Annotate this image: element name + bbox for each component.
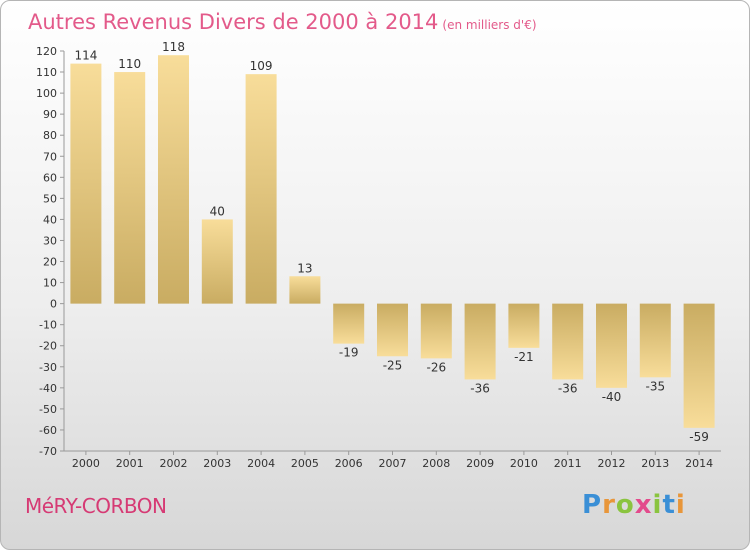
y-tick-label: 30: [43, 234, 57, 247]
y-tick-label: -10: [39, 319, 57, 332]
y-tick-label: 80: [43, 129, 57, 142]
y-tick-label: 0: [50, 298, 57, 311]
x-tick-label-2001: 2001: [116, 457, 144, 470]
bar-2004: [245, 74, 277, 304]
x-tick-label-2003: 2003: [203, 457, 231, 470]
logo-letter: r: [602, 490, 616, 520]
x-tick-label-2011: 2011: [554, 457, 582, 470]
y-tick-label: 50: [43, 192, 57, 205]
y-tick-label: 20: [43, 256, 57, 269]
data-label-2010: -21: [514, 350, 534, 364]
bar-2009: [464, 303, 496, 380]
data-label-2006: -19: [339, 346, 359, 360]
logo-letter: o: [615, 490, 635, 520]
y-tick-label: 110: [36, 66, 57, 79]
bar-2014: [683, 303, 715, 428]
bar-2010: [508, 303, 540, 348]
y-ticks: 1201101009080706050403020100-10-20-30-40…: [36, 45, 64, 458]
y-tick-label: -50: [39, 403, 57, 416]
data-label-2005: 13: [297, 261, 312, 275]
commune-name: MéRY-CORBON: [25, 494, 167, 518]
y-tick-label: -30: [39, 361, 57, 374]
bar-2012: [596, 303, 627, 388]
bar-2008: [420, 303, 452, 359]
data-label-2011: -36: [558, 381, 578, 395]
x-tick-label-2000: 2000: [72, 457, 100, 470]
bar-2011: [552, 303, 584, 380]
x-tick-label-2013: 2013: [641, 457, 669, 470]
y-tick-label: 90: [43, 108, 57, 121]
x-ticks: 2000 2001 2002 2003 2004 2005 2006 2007 2008 2009…: [72, 451, 713, 470]
bar-2000: [70, 63, 102, 304]
logo-letter: t: [662, 490, 676, 520]
x-tick-label-2008: 2008: [422, 457, 450, 470]
y-tick-label: 70: [43, 150, 57, 163]
x-tick-label-2005: 2005: [291, 457, 319, 470]
y-tick-label: 10: [43, 277, 57, 290]
y-tick-label: -60: [39, 424, 57, 437]
x-tick-label-2007: 2007: [379, 457, 407, 470]
y-tick-label: 120: [36, 45, 57, 58]
x-tick-label-2014: 2014: [685, 457, 713, 470]
bar-2003: [201, 219, 233, 304]
bar-2006: [333, 303, 365, 344]
title-unit-note: (en milliers d'€): [442, 18, 537, 32]
data-label-2000: 114: [74, 49, 97, 63]
logo-letter: i: [675, 490, 686, 520]
y-tick-label: 60: [43, 171, 57, 184]
bars: [70, 55, 715, 428]
logo-letter: x: [634, 490, 653, 520]
data-labels: 114 110 118 40 109 13 -19 -25 -26 -36 -21 -36 -40 -35…: [74, 40, 708, 444]
data-label-2013: -35: [645, 379, 665, 393]
data-label-2007: -25: [383, 358, 403, 372]
data-label-2008: -26: [426, 360, 446, 374]
y-tick-label: 100: [36, 87, 57, 100]
proxiti-logo[interactable]: Proxiti: [582, 490, 686, 520]
y-tick-label: -70: [39, 445, 57, 458]
data-label-2003: 40: [210, 204, 225, 218]
y-tick-label: -20: [39, 340, 57, 353]
data-label-2002: 118: [162, 40, 185, 54]
chart-title: Autres Revenus Divers de 2000 à 2014 (en …: [28, 10, 537, 34]
logo-letter: P: [582, 490, 603, 520]
data-label-2009: -36: [470, 381, 490, 395]
bar-2002: [158, 55, 189, 304]
x-tick-label-2006: 2006: [335, 457, 363, 470]
x-tick-label-2002: 2002: [160, 457, 188, 470]
y-tick-label: 40: [43, 213, 57, 226]
x-tick-label-2010: 2010: [510, 457, 538, 470]
bar-2001: [114, 72, 146, 304]
logo-letter: i: [652, 490, 663, 520]
data-label-2012: -40: [602, 390, 622, 404]
x-tick-label-2012: 2012: [598, 457, 626, 470]
bar-2005: [289, 276, 321, 304]
title-text: Autres Revenus Divers de 2000 à 2014: [28, 10, 439, 34]
x-tick-label-2009: 2009: [466, 457, 494, 470]
x-tick-label-2004: 2004: [247, 457, 275, 470]
y-tick-label: -40: [39, 382, 57, 395]
data-label-2014: -59: [689, 430, 709, 444]
bar-2007: [377, 303, 408, 357]
bar-2013: [639, 303, 671, 378]
data-label-2004: 109: [250, 59, 273, 73]
data-label-2001: 110: [118, 57, 141, 71]
